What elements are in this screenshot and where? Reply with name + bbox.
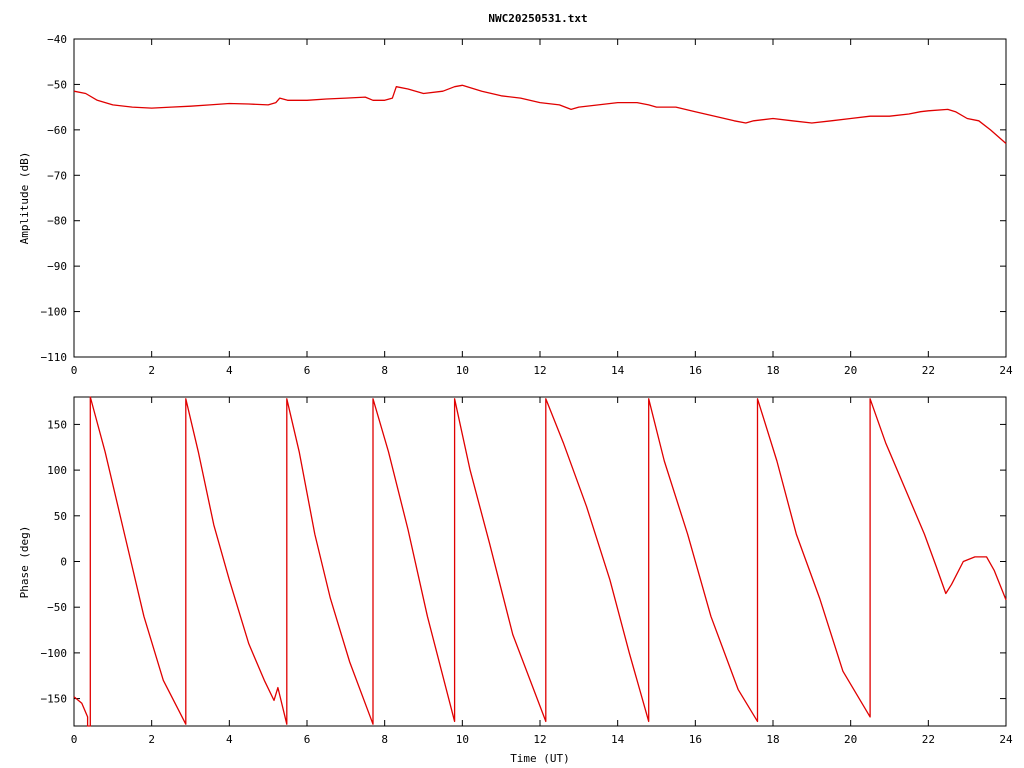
phase-x-tick-label: 2	[148, 733, 155, 746]
amplitude-series-line	[73, 84, 1007, 144]
amplitude-tick-labels: 0 2 4 6 8 10 12 14 16 18 20 22 24−110−100−90−80−70−6…	[41, 33, 1013, 377]
phase-y-tick-label: −50	[47, 601, 67, 614]
amplitude-y-tick-label: −60	[47, 124, 67, 137]
phase-y-axis-label: Phase (deg)	[18, 526, 31, 599]
phase-x-tick-label: 0	[71, 733, 78, 746]
amplitude-series	[73, 84, 1007, 144]
phase-series-line	[73, 396, 1007, 727]
phase-x-tick-label: 20	[844, 733, 857, 746]
phase-x-tick-label: 16	[689, 733, 702, 746]
phase-x-tick-label: 4	[226, 733, 233, 746]
amplitude-x-tick-label: 22	[922, 364, 935, 377]
phase-x-tick-label: 8	[381, 733, 388, 746]
amplitude-x-tick-label: 14	[611, 364, 625, 377]
chart-title: NWC20250531.txt	[488, 12, 587, 25]
amplitude-x-tick-label: 2	[148, 364, 155, 377]
phase-y-tick-label: −150	[41, 693, 68, 706]
amplitude-ticks	[73, 38, 1007, 358]
amplitude-x-tick-label: 8	[381, 364, 388, 377]
phase-panel: Phase (deg) Time (UT) 0 2 4 6 8 10 12 14 16 18 20 2…	[18, 396, 1013, 765]
amplitude-y-tick-label: −80	[47, 215, 67, 228]
amplitude-x-tick-label: 4	[226, 364, 233, 377]
phase-x-tick-label: 10	[456, 733, 469, 746]
amplitude-y-tick-label: −70	[47, 169, 67, 182]
phase-y-tick-label: −100	[41, 647, 68, 660]
amplitude-y-axis-label: Amplitude (dB)	[18, 152, 31, 245]
amplitude-y-tick-label: −110	[41, 351, 68, 364]
amplitude-x-tick-label: 18	[766, 364, 779, 377]
phase-y-tick-label: 0	[60, 556, 67, 569]
amplitude-x-tick-label: 20	[844, 364, 857, 377]
phase-x-tick-label: 12	[533, 733, 546, 746]
amplitude-x-tick-label: 24	[999, 364, 1013, 377]
phase-tick-labels: 0 2 4 6 8 10 12 14 16 18 20 22 24−150−100−5005010015…	[41, 418, 1013, 746]
amplitude-y-tick-label: −50	[47, 78, 67, 91]
amplitude-x-tick-label: 10	[456, 364, 469, 377]
phase-y-tick-label: 100	[47, 464, 67, 477]
phase-ticks	[73, 397, 1007, 726]
phase-x-tick-label: 24	[999, 733, 1013, 746]
phase-y-tick-label: 150	[47, 418, 67, 431]
amplitude-y-tick-label: −40	[47, 33, 67, 46]
amplitude-panel: Amplitude (dB) 0 2 4 6 8 10 12 14 16 18 20 22 24−110…	[18, 33, 1013, 377]
amplitude-y-tick-label: −100	[41, 306, 68, 319]
phase-y-tick-label: 50	[54, 510, 67, 523]
phase-x-tick-label: 14	[611, 733, 625, 746]
amplitude-y-tick-label: −90	[47, 260, 67, 273]
phase-x-tick-label: 18	[766, 733, 779, 746]
amplitude-x-tick-label: 6	[304, 364, 311, 377]
phase-series	[73, 396, 1007, 727]
amplitude-x-tick-label: 0	[71, 364, 78, 377]
amplitude-x-tick-label: 12	[533, 364, 546, 377]
phase-x-tick-label: 22	[922, 733, 935, 746]
phase-x-axis-label: Time (UT)	[510, 752, 570, 765]
phase-x-tick-label: 6	[304, 733, 311, 746]
amplitude-x-tick-label: 16	[689, 364, 702, 377]
